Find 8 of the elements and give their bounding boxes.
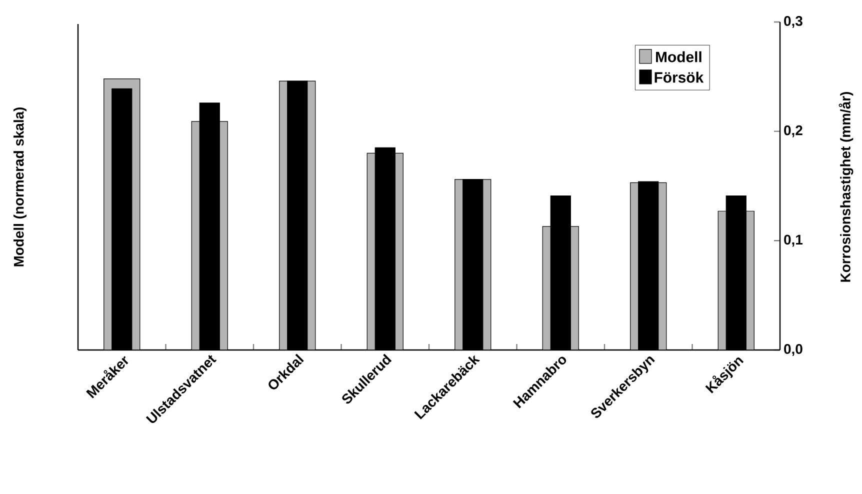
y-axis-title: Modell (normerad skala) — [14, 107, 27, 266]
y2-tick-label: 0,2 — [784, 125, 802, 138]
y2-tick-label: 0,1 — [784, 234, 803, 247]
legend-label: Modell — [656, 51, 702, 62]
y2-axis-title: Korrosionshastighet (mm/år) — [838, 92, 854, 282]
legend-label: Försök — [654, 72, 704, 83]
y2-tick-label: 0,3 — [784, 16, 802, 28]
y2-tick-label: 0,0 — [784, 344, 802, 356]
